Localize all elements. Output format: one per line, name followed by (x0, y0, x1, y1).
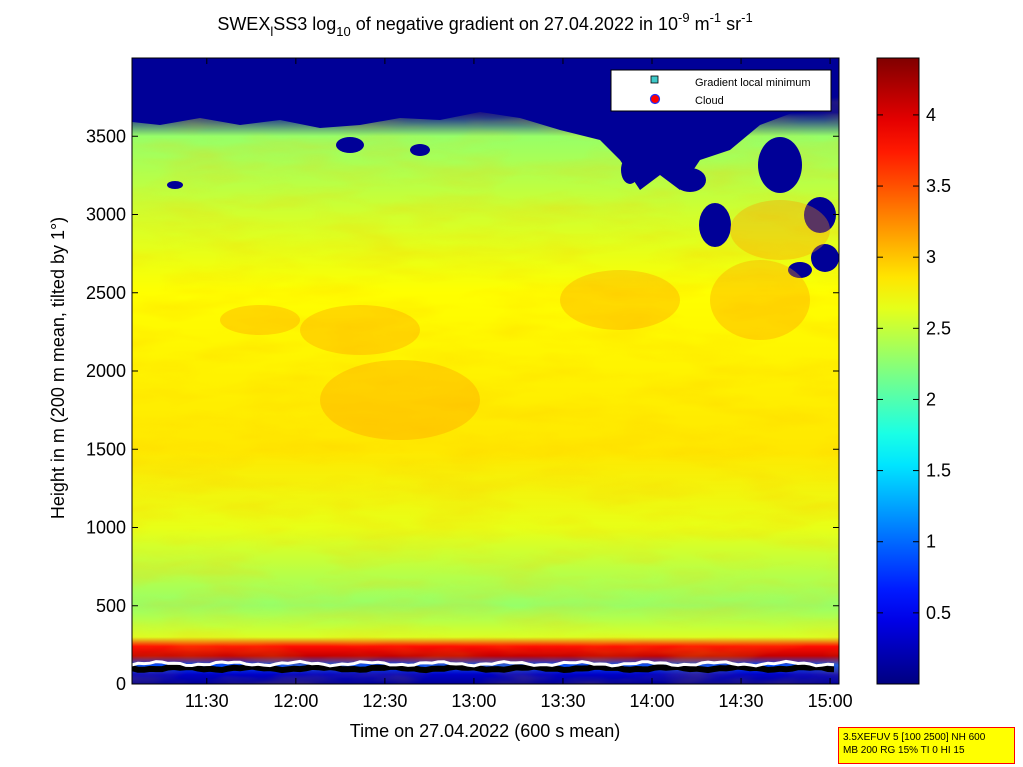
colorbar-tick-label: 2 (926, 389, 936, 409)
low-signal-region (336, 137, 364, 153)
y-tick-label: 3500 (86, 126, 126, 146)
low-signal-region (811, 244, 839, 272)
y-tick-label: 0 (116, 674, 126, 694)
y-tick-label: 3000 (86, 205, 126, 225)
y-tick-label: 1000 (86, 518, 126, 538)
x-tick-label: 14:00 (629, 691, 674, 711)
low-signal-region (674, 168, 706, 192)
low-signal-region (167, 181, 183, 189)
x-tick-label: 14:30 (719, 691, 764, 711)
x-tick-label: 12:30 (362, 691, 407, 711)
colorbar-tick-label: 3.5 (926, 176, 951, 196)
high-signal-patch (220, 305, 300, 335)
low-signal-region (788, 262, 812, 278)
x-tick-label: 15:00 (808, 691, 853, 711)
title-middle: of negative gradient on 27.04.2022 in 10 (351, 14, 678, 34)
x-axis-ticks: 11:30 12:00 12:30 13:00 13:30 14:00 14:30 15:00 (185, 58, 853, 711)
title-exp1: -9 (678, 10, 690, 25)
heatmap-plot (132, 58, 839, 684)
legend: Gradient local minimum Cloud (610, 69, 832, 112)
info-box: 3.5XEFUV 5 [100 2500] NH 600 MB 200 RG 1… (838, 727, 1015, 764)
y-tick-label: 1500 (86, 439, 126, 459)
title-prefix: SWEX (217, 14, 270, 34)
low-signal-region (699, 203, 731, 247)
y-tick-label: 2500 (86, 283, 126, 303)
high-signal-patch (560, 270, 680, 330)
legend-marker-cloud (649, 93, 661, 105)
high-signal-patch (300, 305, 420, 355)
info-line-2: MB 200 RG 15% TI 0 HI 15 (843, 745, 965, 756)
y-tick-label: 500 (96, 596, 126, 616)
high-signal-patches (220, 200, 830, 440)
x-tick-label: 11:30 (185, 691, 229, 711)
y-axis-ticks: 0 500 1000 1500 2000 2500 3000 3500 (86, 126, 839, 694)
legend-label-cloud: Cloud (695, 95, 724, 107)
heatmap-texture (132, 58, 839, 684)
x-tick-label: 12:00 (273, 691, 318, 711)
chart-title: SWEXlSS3 log10 of negative gradient on 2… (217, 10, 752, 39)
x-tick-label: 13:30 (540, 691, 585, 711)
high-signal-patch (730, 200, 830, 260)
colorbar-fill (876, 57, 920, 685)
low-signal-region (758, 137, 802, 193)
low-signal-region (410, 144, 430, 156)
colorbar-tick-label: 1 (926, 532, 936, 552)
high-signal-patch (710, 260, 810, 340)
info-line-1: 3.5XEFUV 5 [100 2500] NH 600 (843, 732, 986, 743)
y-axis-label: Height in m (200 m mean, tilted by 1°) (48, 217, 68, 519)
title-log-sub: 10 (336, 24, 350, 39)
colorbar-tick-label: 2.5 (926, 318, 951, 338)
colorbar: 0.5 1 1.5 2 2.5 3 3.5 4 (876, 57, 951, 685)
low-signal-region (804, 197, 836, 233)
colorbar-tick-label: 1.5 (926, 461, 951, 481)
legend-label-gradient-minimum: Gradient local minimum (695, 77, 811, 89)
x-tick-label: 13:00 (451, 691, 496, 711)
cloud-line (132, 659, 835, 668)
colorbar-tick-label: 0.5 (926, 603, 951, 623)
title-prefix-sub: l (270, 24, 273, 39)
title-unit1: m (690, 14, 710, 34)
colorbar-ticks: 0.5 1 1.5 2 2.5 3 3.5 4 (877, 105, 951, 623)
title-exp3: -1 (741, 10, 753, 25)
title-unit2: sr (721, 14, 741, 34)
y-tick-label: 2000 (86, 361, 126, 381)
gradient-local-minimum-line (132, 663, 835, 674)
x-axis-label: Time on 27.04.2022 (600 s mean) (350, 721, 621, 741)
legend-marker-gradient-minimum (650, 75, 659, 84)
legend-box (610, 69, 832, 112)
title-name: SS3 log (273, 14, 336, 34)
title-exp2: -1 (710, 10, 722, 25)
colorbar-tick-label: 3 (926, 247, 936, 267)
high-signal-patch (320, 360, 480, 440)
low-signal-region (621, 156, 639, 184)
colorbar-tick-label: 4 (926, 105, 936, 125)
